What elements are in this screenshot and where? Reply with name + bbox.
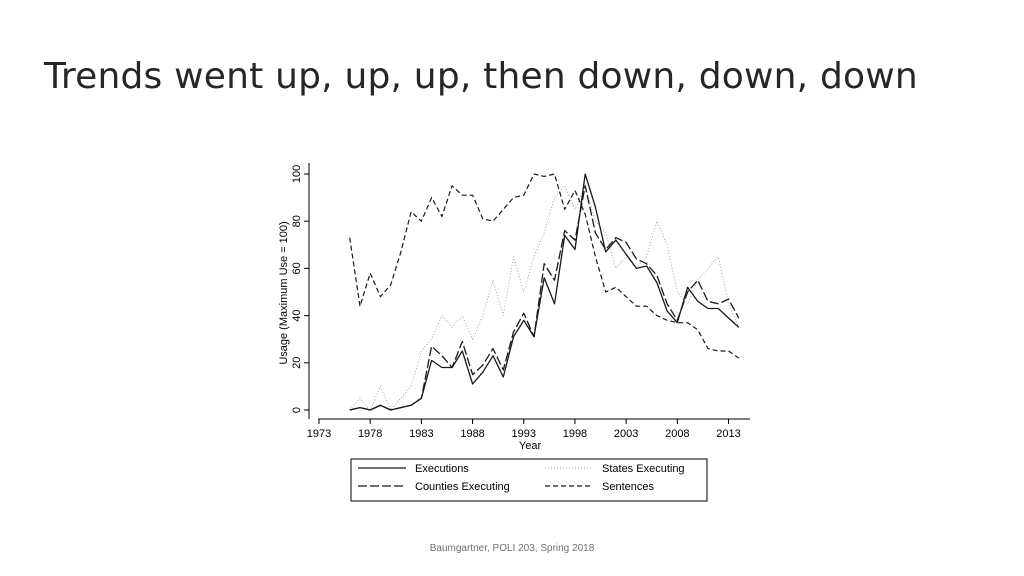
legend-label: States Executing xyxy=(602,463,685,475)
legend-label: Sentences xyxy=(602,481,654,493)
slide-title: Trends went up, up, up, then down, down,… xyxy=(44,56,918,97)
x-tick-label: 1983 xyxy=(409,428,433,440)
x-tick-label: 2013 xyxy=(716,428,740,440)
x-tick-label: 1978 xyxy=(358,428,382,440)
series-line-counties-executing xyxy=(349,185,740,411)
y-tick-label: 100 xyxy=(291,165,303,183)
x-tick-label: 2003 xyxy=(614,428,638,440)
legend-box xyxy=(350,458,708,502)
slide-footer: Baumgartner, POLI 203, Spring 2018 xyxy=(429,543,595,554)
series-line-executions xyxy=(349,173,740,411)
y-tick-label: 20 xyxy=(291,357,303,369)
x-tick-label: 1973 xyxy=(307,428,331,440)
y-tick-label: 0 xyxy=(291,407,303,413)
x-tick-label: 1988 xyxy=(460,428,484,440)
legend-label: Counties Executing xyxy=(415,481,510,493)
y-tick-label: 80 xyxy=(291,215,303,227)
legend-label: Executions xyxy=(415,463,469,475)
x-axis-label: Year xyxy=(519,440,542,452)
y-tick-label: 60 xyxy=(291,262,303,274)
x-tick-label: 2008 xyxy=(665,428,689,440)
legend: Executions States Executing Counties Execu… xyxy=(350,458,708,502)
y-tick-label: 40 xyxy=(291,309,303,321)
x-tick-label: 1998 xyxy=(563,428,587,440)
series-line-states-executing xyxy=(349,185,740,411)
series-line-sentences xyxy=(349,173,740,359)
y-axis-label: Usage (Maximum Use = 100) xyxy=(278,221,290,364)
x-tick-label: 1993 xyxy=(512,428,536,440)
